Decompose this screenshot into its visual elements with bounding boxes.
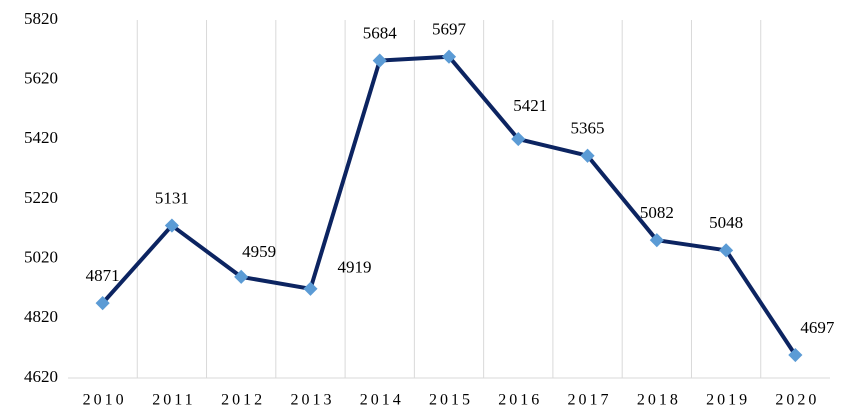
data-label: 5082 bbox=[640, 203, 674, 222]
marker bbox=[303, 281, 318, 296]
y-tick-label: 5420 bbox=[24, 128, 58, 147]
marker bbox=[441, 49, 457, 64]
x-tick-label: 2016 bbox=[498, 392, 542, 408]
marker bbox=[372, 53, 387, 68]
x-tick-label: 2010 bbox=[83, 392, 127, 408]
marker bbox=[580, 148, 595, 163]
x-tick-label: 2020 bbox=[775, 392, 819, 408]
y-tick-label: 4820 bbox=[24, 307, 58, 326]
y-tick-label: 5820 bbox=[24, 9, 58, 28]
x-tick-label: 2019 bbox=[706, 392, 750, 408]
data-label: 4919 bbox=[337, 258, 371, 277]
marker bbox=[164, 218, 179, 233]
marker bbox=[511, 131, 526, 147]
y-tick-label: 5020 bbox=[24, 248, 58, 267]
x-tick-label: 2017 bbox=[568, 392, 612, 408]
marker bbox=[95, 296, 110, 311]
x-tick-label: 2011 bbox=[152, 392, 195, 408]
y-tick-label: 4620 bbox=[24, 367, 58, 386]
x-tick-label: 2015 bbox=[429, 392, 473, 408]
x-tick-label: 2013 bbox=[290, 392, 334, 408]
marker bbox=[788, 347, 803, 363]
x-tick-label: 2014 bbox=[360, 392, 404, 408]
data-label: 5365 bbox=[571, 119, 605, 138]
data-label: 5131 bbox=[155, 188, 189, 207]
data-label: 4959 bbox=[242, 242, 276, 261]
data-label: 4697 bbox=[800, 318, 835, 337]
data-label: 5684 bbox=[363, 23, 398, 42]
data-label: 5048 bbox=[709, 213, 743, 232]
data-label: 5697 bbox=[432, 20, 467, 39]
marker bbox=[719, 243, 734, 258]
data-label: 5421 bbox=[513, 96, 547, 115]
marker bbox=[649, 233, 664, 248]
x-tick-label: 2012 bbox=[221, 392, 265, 408]
y-tick-label: 5620 bbox=[24, 69, 58, 88]
data-label: 4871 bbox=[86, 266, 120, 285]
x-tick-label: 2018 bbox=[637, 392, 681, 408]
marker bbox=[234, 269, 249, 284]
y-tick-label: 5220 bbox=[24, 188, 58, 207]
